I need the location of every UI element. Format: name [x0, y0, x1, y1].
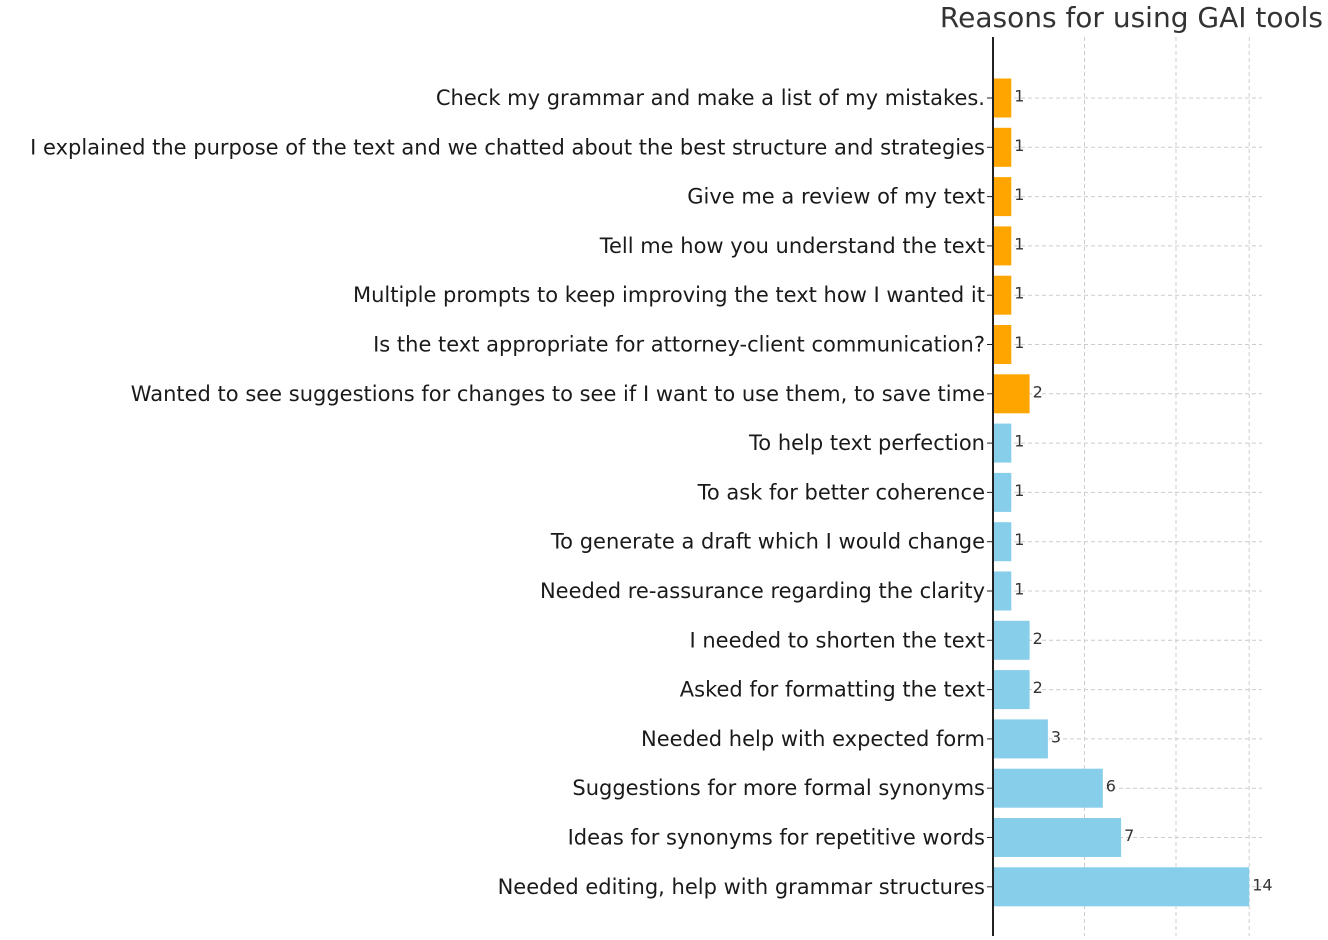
value-label: 1 [1014, 580, 1024, 599]
bar [993, 818, 1122, 857]
category-label: Needed re-assurance regarding the clarit… [540, 579, 985, 603]
bar [993, 719, 1048, 759]
gridlines [993, 37, 1262, 936]
chart-title: Reasons for using GAI tools [940, 1, 1323, 34]
bar [993, 78, 1012, 118]
value-label: 1 [1014, 333, 1024, 352]
bar [993, 620, 1030, 660]
category-label: Needed editing, help with grammar struct… [498, 875, 985, 899]
value-label: 1 [1014, 284, 1024, 303]
category-label: Suggestions for more formal synonyms [572, 776, 985, 800]
value-label: 1 [1014, 530, 1024, 549]
category-label: Asked for formatting the text [680, 678, 985, 702]
value-label: 7 [1124, 826, 1134, 845]
bar [993, 177, 1012, 217]
bar [993, 275, 1012, 315]
value-label: 1 [1014, 136, 1024, 155]
category-label: I needed to shorten the text [690, 628, 986, 652]
bar [993, 571, 1012, 611]
value-label: 2 [1033, 382, 1043, 401]
value-label: 1 [1014, 234, 1024, 253]
value-label: 1 [1014, 185, 1024, 204]
category-label: Needed help with expected form [641, 727, 985, 751]
bar [993, 472, 1012, 512]
category-label: I explained the purpose of the text and … [30, 135, 985, 159]
bar [993, 768, 1103, 808]
bar [993, 127, 1012, 167]
bar [993, 867, 1250, 907]
category-label: To ask for better coherence [697, 480, 985, 504]
bar [993, 226, 1012, 266]
value-labels: 1 1 1 1 1 1 2 1 1 1 1 2 2 3 6 7 14 [1014, 87, 1272, 895]
category-label: To generate a draft which I would change [550, 530, 985, 554]
value-label: 14 [1252, 875, 1272, 894]
bars [993, 78, 1250, 907]
category-label: Wanted to see suggestions for changes to… [131, 382, 985, 406]
category-label: Ideas for synonyms for repetitive words [568, 826, 985, 850]
value-label: 1 [1014, 481, 1024, 500]
value-label: 2 [1033, 629, 1043, 648]
value-label: 1 [1014, 432, 1024, 451]
bar [993, 670, 1030, 710]
category-labels: Check my grammar and make a list of my m… [30, 86, 985, 899]
category-label: Give me a review of my text [687, 185, 985, 209]
bar [993, 522, 1012, 562]
y-axis-ticks [987, 97, 993, 888]
category-label: Multiple prompts to keep improving the t… [353, 283, 985, 307]
category-label: Is the text appropriate for attorney-cli… [373, 333, 985, 357]
value-label: 3 [1051, 727, 1061, 746]
value-label: 2 [1033, 678, 1043, 697]
value-label: 6 [1106, 777, 1116, 796]
category-label: To help text perfection [748, 431, 985, 455]
value-label: 1 [1014, 87, 1024, 106]
bar [993, 325, 1012, 364]
bar [993, 374, 1030, 414]
category-label: Check my grammar and make a list of my m… [436, 86, 985, 110]
bar [993, 423, 1012, 463]
category-label: Tell me how you understand the text [599, 234, 985, 258]
